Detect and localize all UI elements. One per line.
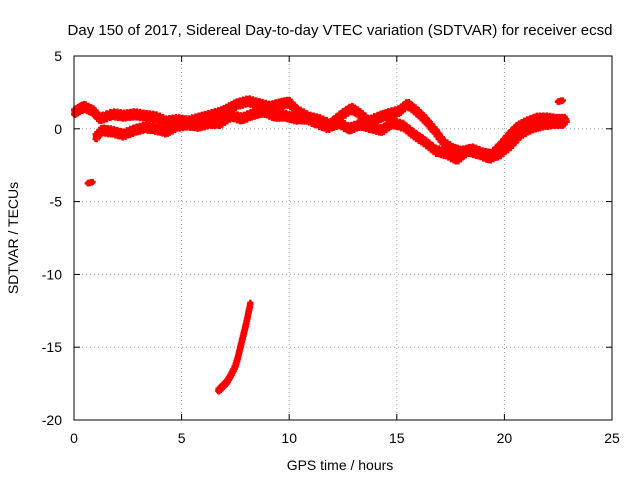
series-outlier-arc: [215, 299, 254, 395]
series-isolated-point-late: [554, 97, 566, 105]
y-tick-label: -20: [42, 412, 62, 428]
tick-labels-layer: 0 5 10 15 20 25 -20 -15 -10 -5 0 5: [42, 48, 620, 446]
y-tick-label: -15: [42, 339, 62, 355]
points-layer: [71, 95, 570, 395]
series-main-track-upper: [71, 95, 570, 161]
y-axis-label: SDTVAR / TECUs: [5, 182, 21, 294]
series-main-track-lower: [92, 105, 568, 165]
x-tick-label: 20: [497, 430, 513, 446]
data-point: [561, 121, 568, 128]
x-tick-label: 5: [178, 430, 186, 446]
data-point: [89, 178, 96, 185]
y-tick-label: 5: [54, 48, 62, 64]
y-tick-label: 0: [54, 121, 62, 137]
x-tick-label: 10: [281, 430, 297, 446]
x-tick-label: 15: [389, 430, 405, 446]
ticks-layer: [73, 55, 613, 421]
data-point: [247, 300, 254, 307]
x-tick-label: 0: [70, 430, 78, 446]
data-point: [559, 97, 566, 104]
plot-frame: [73, 55, 613, 421]
x-tick-label: 25: [604, 430, 620, 446]
series-isolated-point: [84, 178, 96, 187]
x-axis-label: GPS time / hours: [287, 457, 394, 473]
chart-title: Day 150 of 2017, Sidereal Day-to-day VTE…: [68, 22, 613, 39]
y-tick-label: -5: [50, 194, 63, 210]
y-tick-label: -10: [42, 266, 62, 282]
